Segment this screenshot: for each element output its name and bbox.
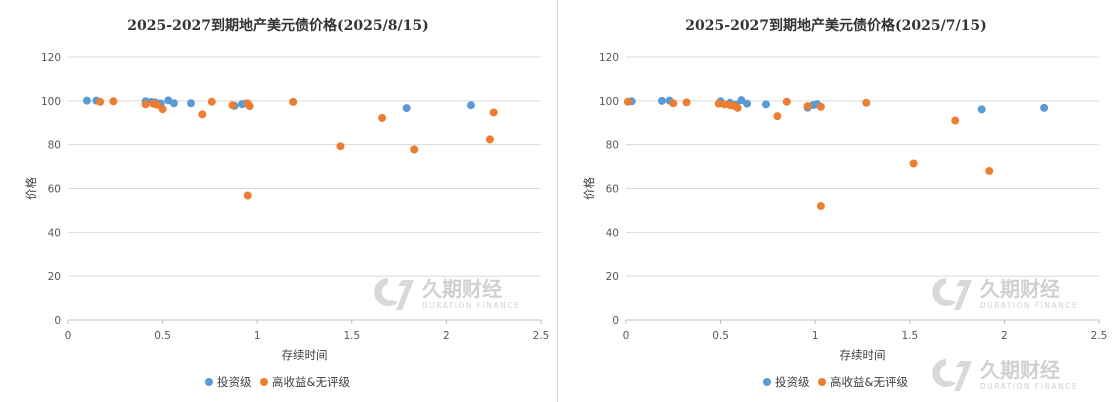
plot-watermark-logo-mark-icon (396, 280, 414, 310)
x-axis-label: 存续时间 (840, 348, 886, 362)
y-tick-label: 60 (606, 184, 619, 196)
data-point-high-yield (773, 112, 782, 121)
y-tick-label: 100 (41, 96, 61, 108)
legend-label: 高收益&无评级 (830, 375, 908, 389)
data-point-high-yield (410, 145, 419, 154)
plot-watermark-logo-icon (932, 278, 956, 306)
y-tick-label: 120 (599, 52, 619, 64)
scatter-chart-aug: 2025-2027到期地产美元债价格(2025/8/15)02040608010… (24, 17, 550, 389)
x-tick-label: 2 (1001, 330, 1008, 342)
x-tick-label: 1.5 (901, 330, 918, 342)
data-point-high-yield (243, 191, 252, 200)
x-tick-label: 2.5 (533, 330, 550, 342)
y-axis-label: 价格 (582, 177, 596, 200)
y-tick-label: 40 (48, 227, 61, 239)
legend-label: 高收益&无评级 (272, 375, 350, 389)
y-axis-label: 价格 (24, 177, 38, 200)
panel-divider (557, 0, 558, 402)
data-point-high-yield (669, 99, 678, 108)
legend-marker-icon (205, 378, 213, 386)
x-tick-label: 2.5 (1091, 330, 1108, 342)
data-point-investment-grade (1040, 103, 1049, 112)
data-point-high-yield (158, 105, 167, 114)
plot-watermark-sub: DURATION FINANCE (422, 301, 520, 310)
x-tick-label: 0 (623, 330, 630, 342)
plot-watermark-sub: DURATION FINANCE (980, 301, 1078, 310)
corner-watermark-text: 久期财经 (980, 358, 1060, 382)
data-point-high-yield (489, 108, 498, 117)
data-point-high-yield (816, 202, 825, 211)
data-point-high-yield (803, 102, 812, 111)
plot-watermark-text: 久期财经 (980, 277, 1060, 301)
y-tick-label: 80 (606, 140, 619, 152)
data-point-high-yield (141, 100, 150, 109)
data-point-high-yield (207, 97, 216, 106)
corner-watermark-sub: DURATION FINANCE (980, 382, 1078, 391)
chart-panel-jul: 2025-2027到期地产美元债价格(2025/7/15) 0 20 40 60 80 10… (558, 0, 1115, 402)
plot-watermark-logo-mark-icon (954, 280, 972, 310)
legend-marker-icon (763, 378, 771, 386)
data-point-investment-grade (169, 99, 178, 108)
y-tick-label: 120 (41, 52, 61, 64)
legend-label: 投资级 (217, 375, 252, 389)
plot-watermark-logo-icon (374, 278, 398, 306)
corner-watermark-logo-icon (932, 359, 956, 387)
x-tick-label: 1 (812, 330, 819, 342)
data-point-high-yield (245, 102, 254, 111)
data-point-high-yield (909, 159, 918, 168)
data-point-high-yield (816, 102, 825, 111)
data-point-high-yield (109, 97, 118, 106)
data-point-investment-grade (466, 101, 475, 110)
legend-marker-icon (260, 378, 268, 386)
y-tick-label: 0 (612, 315, 619, 327)
data-point-high-yield (152, 100, 161, 109)
corner-watermark-logo-mark-icon (954, 361, 972, 391)
data-point-investment-grade (186, 99, 195, 108)
plot-watermark-text: 久期财经 (422, 277, 502, 301)
chart-panel-aug: 2025-2027到期地产美元债价格(2025/8/15) 0 20 40 60 80 10… (0, 0, 557, 402)
x-tick-label: 0.5 (154, 330, 171, 342)
data-point-investment-grade (402, 104, 411, 113)
data-point-high-yield (951, 116, 960, 125)
y-tick-label: 40 (606, 227, 619, 239)
y-tick-label: 20 (48, 271, 61, 283)
x-tick-label: 1 (254, 330, 261, 342)
x-tick-label: 0.5 (712, 330, 729, 342)
data-point-high-yield (782, 97, 791, 106)
y-tick-label: 0 (54, 315, 61, 327)
data-point-high-yield (682, 98, 691, 107)
data-point-high-yield (336, 142, 345, 151)
x-tick-label: 2 (443, 330, 450, 342)
x-tick-label: 1.5 (343, 330, 360, 342)
chart-title: 2025-2027到期地产美元债价格(2025/8/15) (127, 17, 428, 34)
y-tick-label: 60 (48, 184, 61, 196)
data-point-high-yield (378, 113, 387, 122)
legend-marker-icon (818, 378, 826, 386)
data-point-high-yield (862, 98, 871, 107)
data-point-high-yield (198, 110, 207, 119)
data-point-high-yield (228, 101, 237, 110)
scatter-chart-jul: 2025-2027到期地产美元债价格(2025/7/15)02040608010… (582, 17, 1108, 391)
data-point-high-yield (623, 97, 632, 106)
chart-title: 2025-2027到期地产美元债价格(2025/7/15) (685, 17, 986, 34)
data-point-investment-grade (743, 99, 752, 108)
y-tick-label: 20 (606, 271, 619, 283)
x-axis-label: 存续时间 (282, 348, 328, 362)
data-point-high-yield (289, 97, 298, 106)
data-point-high-yield (485, 135, 494, 144)
x-tick-label: 0 (65, 330, 72, 342)
data-point-high-yield (985, 166, 994, 175)
data-point-investment-grade (762, 100, 771, 109)
data-point-investment-grade (82, 96, 91, 105)
data-point-high-yield (96, 97, 105, 106)
data-point-investment-grade (657, 96, 666, 105)
y-tick-label: 80 (48, 140, 61, 152)
data-point-high-yield (733, 103, 742, 112)
y-tick-label: 100 (599, 96, 619, 108)
data-point-investment-grade (977, 105, 986, 114)
legend-label: 投资级 (775, 375, 810, 389)
